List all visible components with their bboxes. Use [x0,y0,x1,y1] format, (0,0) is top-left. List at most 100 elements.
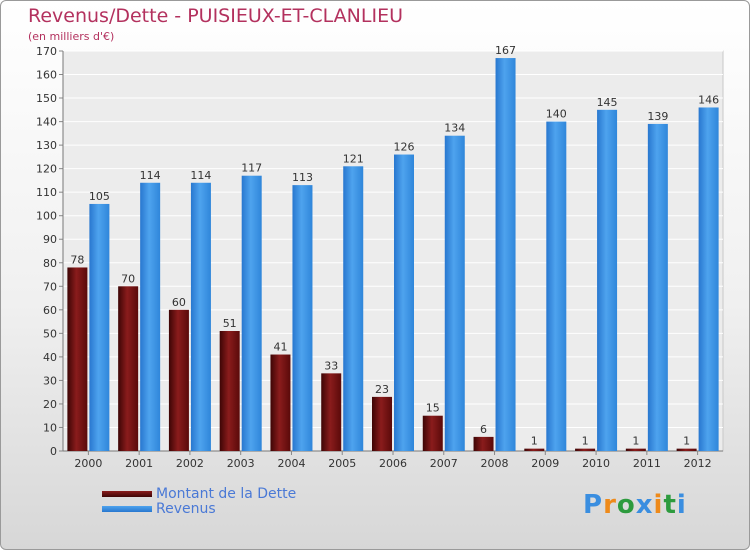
legend-swatch-dette [102,491,152,497]
x-tick-label: 2007 [430,457,458,470]
y-tick-label: 20 [43,398,57,411]
logo-letter: i [653,490,664,520]
bar-dette [168,309,189,451]
bar-dette [321,373,342,451]
y-tick-label: 110 [36,186,57,199]
plot-background [62,50,724,452]
y-tick-label: 80 [43,257,57,270]
legend-swatch-revenus [102,506,152,512]
chart-subtitle: (en milliers d'€) [28,30,115,43]
data-label-dette: 41 [273,341,287,354]
x-tick-label: 2001 [125,457,153,470]
bar-revenus [241,175,262,452]
data-label-dette: 78 [70,253,84,266]
y-tick-label: 70 [43,280,57,293]
logo-letter: i [676,490,687,520]
bar-revenus [140,182,161,451]
bar-revenus [292,185,313,451]
data-label-dette: 1 [582,435,589,448]
y-tick-label: 140 [36,116,57,129]
x-axis-ticks: 2000 2001 2002 2003 2004 2005 2006 2007 2008 2009… [74,451,712,470]
x-tick-label: 2012 [684,457,712,470]
y-tick-label: 50 [43,327,57,340]
bar-dette [625,448,646,451]
logo-letter: o [616,490,636,520]
bar-revenus [89,203,110,451]
y-tick-label: 0 [50,445,57,458]
bar-revenus [647,123,668,452]
y-tick-label: 30 [43,374,57,387]
logo-letter: P [583,490,604,520]
data-label-dette: 51 [223,317,237,330]
x-tick-label: 2004 [277,457,305,470]
bar-dette [575,448,596,451]
bar-dette [473,436,494,451]
y-tick-label: 160 [36,69,57,82]
bar-revenus [495,58,516,451]
logo-letter: x [635,490,654,520]
data-label-revenus: 117 [241,162,262,175]
x-tick-label: 2008 [481,457,509,470]
data-label-revenus: 114 [140,169,161,182]
data-label-dette: 60 [172,296,186,309]
data-label-revenus: 167 [495,44,516,57]
bar-dette [524,448,545,451]
x-tick-label: 2010 [582,457,610,470]
y-tick-label: 60 [43,304,57,317]
y-tick-label: 90 [43,233,57,246]
bar-revenus [444,135,465,452]
data-label-dette: 23 [375,383,389,396]
data-labels: 7810570114601145111741113331212312615134… [70,44,719,448]
data-label-dette: 1 [531,435,538,448]
data-label-revenus: 146 [698,93,719,106]
y-tick-label: 40 [43,351,57,364]
plot-area [62,50,724,452]
bar-revenus [343,166,364,451]
legend-label-revenus: Revenus [156,501,216,517]
data-label-dette: 1 [683,435,690,448]
x-tick-label: 2009 [531,457,559,470]
y-tick-label: 10 [43,421,57,434]
chart-title: Revenus/Dette - PUISIEUX-ET-CLANLIEU [28,5,403,27]
bar-dette [219,331,240,451]
data-label-revenus: 140 [546,108,567,121]
bar-dette [676,448,697,451]
legend-label-dette: Montant de la Dette [156,486,297,502]
x-tick-label: 2003 [227,457,255,470]
data-label-revenus: 113 [292,171,313,184]
bar-revenus [546,121,567,452]
data-label-revenus: 139 [647,110,668,123]
logo-letter: r [603,490,617,520]
bar-dette [372,396,392,451]
data-label-revenus: 126 [394,141,415,154]
bar-dette [118,286,139,451]
logo-letter: t [663,490,677,520]
data-label-dette: 33 [324,359,338,372]
data-label-revenus: 105 [89,190,110,203]
data-label-dette: 1 [632,435,639,448]
data-label-revenus: 114 [190,169,211,182]
data-label-revenus: 145 [597,96,618,109]
bar-revenus [597,109,618,451]
bar-revenus [698,107,719,452]
bar-dette [270,354,291,451]
x-tick-label: 2002 [176,457,204,470]
y-tick-label: 170 [36,45,57,58]
data-label-dette: 70 [121,272,135,285]
x-tick-label: 2011 [633,457,661,470]
data-label-revenus: 121 [343,152,364,165]
bar-dette [67,267,88,451]
proxiti-logo: Proxiti [583,490,687,520]
bars [67,58,719,452]
y-tick-label: 100 [36,210,57,223]
x-tick-label: 2000 [74,457,102,470]
data-label-dette: 15 [426,402,440,415]
x-tick-label: 2006 [379,457,407,470]
data-label-dette: 6 [480,423,487,436]
bar-dette [422,415,443,451]
y-tick-label: 120 [36,163,57,176]
bar-revenus [190,182,211,451]
x-tick-label: 2005 [328,457,356,470]
